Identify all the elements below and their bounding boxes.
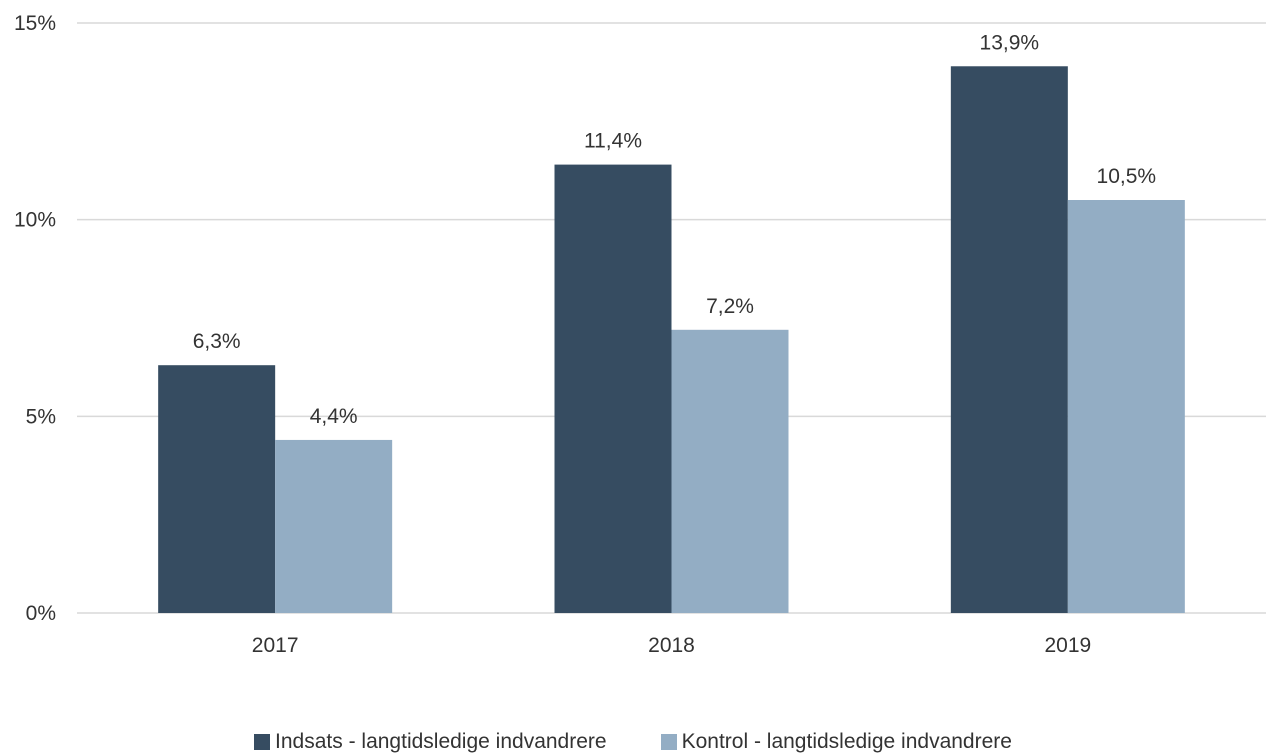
bar-kontrol-2017 [275,439,393,613]
legend-swatch-indsats [254,734,271,750]
legend-item-indsats: Indsats - langtidsledige indvandrere [254,730,607,754]
y-tick-label: 0% [26,602,56,625]
bar-indsats-2018 [554,164,672,613]
legend-swatch-kontrol [660,734,677,750]
bar-kontrol-2019 [1067,200,1185,613]
y-tick-label: 10% [14,209,56,232]
legend-label-indsats: Indsats - langtidsledige indvandrere [275,730,607,753]
data-label: 13,9% [980,31,1040,54]
x-tick-label: 2017 [252,634,299,657]
y-tick-label: 5% [26,405,56,428]
bar-indsats-2019 [950,66,1068,614]
x-tick-label: 2019 [1044,634,1091,657]
y-tick-label: 15% [14,12,56,35]
legend-item-kontrol: Kontrol - langtidsledige indvandrere [660,730,1012,754]
x-tick-label: 2018 [648,634,695,657]
data-label: 11,4% [584,130,642,153]
legend: Indsats - langtidsledige indvandrere Kon… [0,728,1266,756]
bar-chart: 0% 5% 10% 15% 6,3% 4,4% 2017 11,4% 7,2% 2018 13,9%… [14,12,1266,657]
data-label: 4,4% [310,405,358,428]
data-label: 10,5% [1097,165,1157,188]
bar-kontrol-2018 [671,329,789,613]
legend-label-kontrol: Kontrol - langtidsledige indvandrere [681,730,1012,753]
data-label: 7,2% [706,295,754,318]
bar-indsats-2017 [158,365,276,613]
data-label: 6,3% [193,330,241,353]
